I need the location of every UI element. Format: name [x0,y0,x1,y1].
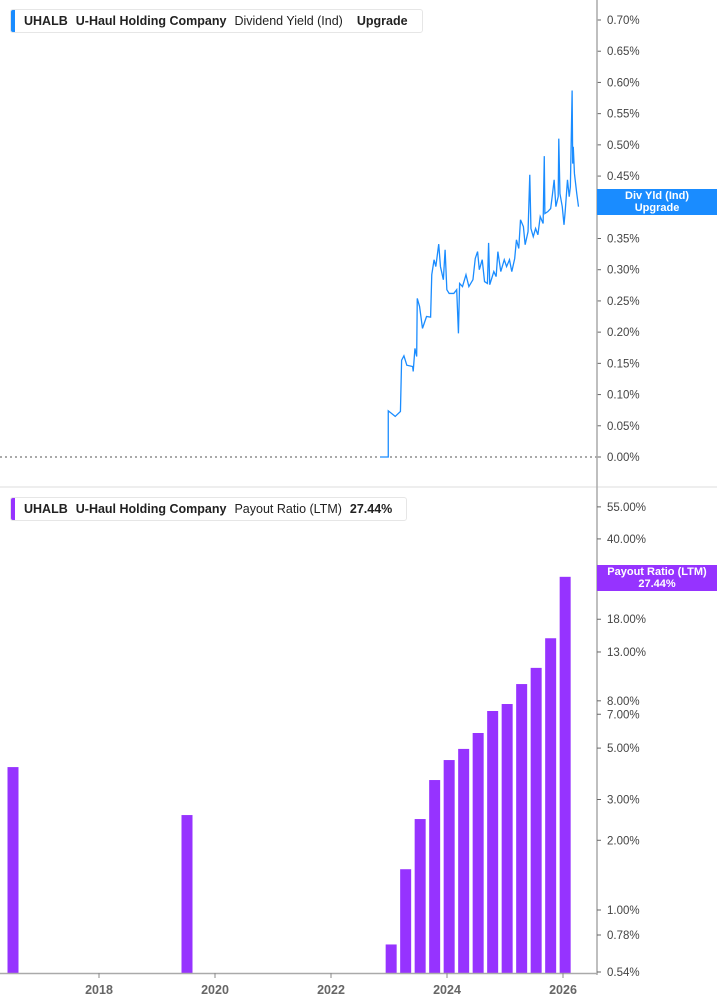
y-tick-label: 0.05% [607,421,640,433]
tag-value: 27.44% [638,578,676,590]
x-tick-label: 2018 [85,983,113,997]
payout-ratio-bar [516,684,528,973]
y-tick-label: 1.00% [607,905,640,917]
y-tick-label: 0.78% [607,930,640,942]
legend-ticker: UHALB [24,14,68,28]
y-tick-label: 0.55% [607,109,640,121]
y-tick-label: 5.00% [607,743,640,755]
payout-ratio-bar [559,576,571,973]
x-tick-label: 2024 [433,983,461,997]
legend-metric: Payout Ratio (LTM) [234,502,342,516]
tag-label: Payout Ratio (LTM) [607,566,707,578]
legend-payout-ratio[interactable]: UHALB U-Haul Holding Company Payout Rati… [10,497,408,521]
dividend-yield-line [380,90,580,458]
payout-ratio-bar [429,780,441,973]
y-tick-label: 0.45% [607,171,640,183]
payout-ratio-bar [530,667,542,973]
y-tick-label: 8.00% [607,696,640,708]
y-tick-label: 18.00% [607,614,646,626]
payout-ratio-bar [400,869,412,973]
tag-value: Upgrade [634,202,680,214]
legend-company: U-Haul Holding Company [75,14,227,28]
series-color-swatch [11,498,15,520]
payout-ratio-bar [414,819,426,973]
y-tick-label: 0.30% [607,265,640,277]
y-tick-label: 0.00% [607,452,640,464]
payout-ratio-bar [7,767,19,973]
y-tick-label: 55.00% [607,502,646,514]
series-color-swatch [11,10,15,32]
legend-ticker: UHALB [24,502,68,516]
y-tick-label: 7.00% [607,709,640,721]
current-value-tag-dividend-yield: Div Yld (Ind) Upgrade [597,189,717,215]
x-tick-label: 2020 [201,983,229,997]
y-tick-label: 0.65% [607,46,640,58]
y-tick-label: 0.35% [607,234,640,246]
payout-ratio-bar [385,944,397,973]
y-tick-label: 0.60% [607,77,640,89]
tag-label: Div Yld (Ind) [625,190,689,202]
y-tick-label: 0.15% [607,358,640,370]
y-tick-label: 0.50% [607,140,640,152]
legend-metric: Dividend Yield (Ind) [234,14,343,28]
payout-ratio-bar [472,732,484,973]
payout-ratio-bar [487,711,499,973]
legend-company: U-Haul Holding Company [75,502,227,516]
y-tick-label: 0.54% [607,967,640,979]
payout-ratio-bar [458,748,470,973]
y-tick-label: 2.00% [607,835,640,847]
payout-ratio-bar [545,638,557,973]
legend-upgrade-link[interactable]: Upgrade [356,14,408,28]
payout-ratio-bar [501,704,513,973]
y-tick-label: 0.70% [607,15,640,27]
y-tick-label: 13.00% [607,647,646,659]
current-value-tag-payout-ratio: Payout Ratio (LTM) 27.44% [597,565,717,591]
payout-ratio-bar [181,815,193,973]
legend-value: 27.44% [349,502,393,516]
x-tick-label: 2022 [317,983,345,997]
y-tick-label: 0.25% [607,296,640,308]
y-tick-label: 3.00% [607,794,640,806]
y-tick-label: 40.00% [607,534,646,546]
y-tick-label: 0.20% [607,327,640,339]
legend-dividend-yield[interactable]: UHALB U-Haul Holding Company Dividend Yi… [10,9,423,33]
x-tick-label: 2026 [549,983,577,997]
y-tick-label: 0.10% [607,390,640,402]
payout-ratio-bar [443,760,455,973]
